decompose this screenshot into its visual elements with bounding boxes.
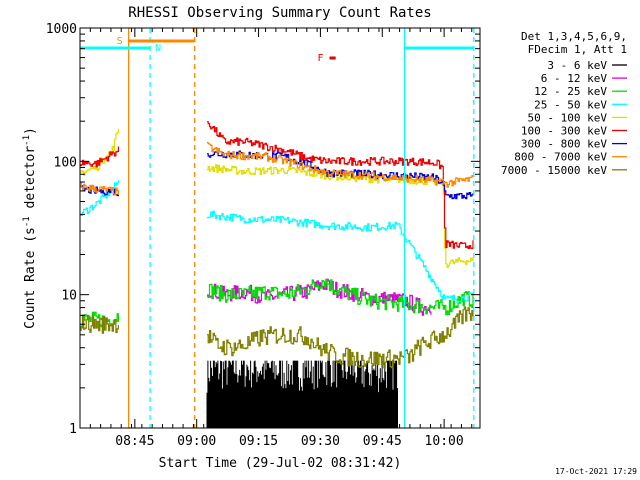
series-line-2 — [80, 278, 474, 328]
footer-date: 17-Oct-2021 17:29 — [555, 467, 637, 476]
series-3-6-kev — [206, 360, 398, 428]
series-line-8 — [80, 306, 474, 369]
flag-f-label: F — [317, 53, 323, 64]
chart-title: RHESSI Observing Summary Count Rates — [128, 5, 431, 21]
y-label-part-1: Count Rate (s — [23, 227, 38, 329]
y-tick-label: 1 — [69, 422, 77, 437]
x-tick-label: 08:45 — [115, 434, 154, 449]
legend-entry-label: 7000 - 15000 keV — [501, 164, 607, 177]
flag-n-label: N — [155, 43, 161, 54]
x-axis-label: Start Time (29-Jul-02 08:31:42) — [159, 456, 402, 471]
x-tick-label: 09:15 — [239, 434, 278, 449]
marker-layer — [128, 28, 475, 428]
series-line-1 — [207, 278, 432, 316]
series-line-3 — [80, 180, 474, 303]
y-tick-label: 100 — [54, 155, 77, 170]
legend-entry-label: 100 - 300 keV — [521, 125, 607, 138]
legend-entry-label: 3 - 6 keV — [547, 59, 607, 72]
flag-layer: S N F — [80, 36, 474, 64]
x-tick-label: 09:30 — [301, 434, 340, 449]
y-tick-label: 10 — [61, 289, 77, 304]
legend-entry-label: 800 - 7000 keV — [514, 151, 607, 164]
y-axis-label: Count Rate (s-1 detector-1) — [22, 127, 38, 329]
y-label-sup-2: -1 — [22, 135, 32, 146]
x-tick-label: 09:45 — [363, 434, 402, 449]
legend-header-line: Det 1,3,4,5,6,9, — [521, 30, 627, 43]
legend-entry-label: 6 - 12 keV — [541, 72, 608, 85]
plot-frame — [79, 27, 481, 429]
legend: Det 1,3,4,5,6,9,FDecim 1, Att 1 3 - 6 keV… — [501, 30, 627, 177]
x-tick-label: 10:00 — [425, 434, 464, 449]
legend-entry-label: 12 - 25 keV — [534, 85, 607, 98]
series-line-7 — [80, 141, 474, 196]
x-tick-label: 09:00 — [177, 434, 216, 449]
y-label-part-2: detector — [23, 146, 38, 217]
tick-layer: 1 10 100 1000 08:45 09:00 09:15 09:30 09:45 10:00 — [46, 22, 480, 449]
series-line-5 — [80, 121, 474, 249]
y-label-part-3: ) — [23, 127, 38, 135]
y-tick-label: 1000 — [46, 22, 77, 37]
series-layer — [80, 121, 474, 428]
y-label-sup: -1 — [22, 216, 32, 227]
legend-entry-label: 50 - 100 keV — [528, 111, 608, 124]
flag-s-label: S — [117, 36, 123, 47]
legend-entry-label: 300 - 800 keV — [521, 138, 607, 151]
legend-entry-label: 25 - 50 keV — [534, 98, 607, 111]
legend-header-line: FDecim 1, Att 1 — [528, 43, 627, 56]
